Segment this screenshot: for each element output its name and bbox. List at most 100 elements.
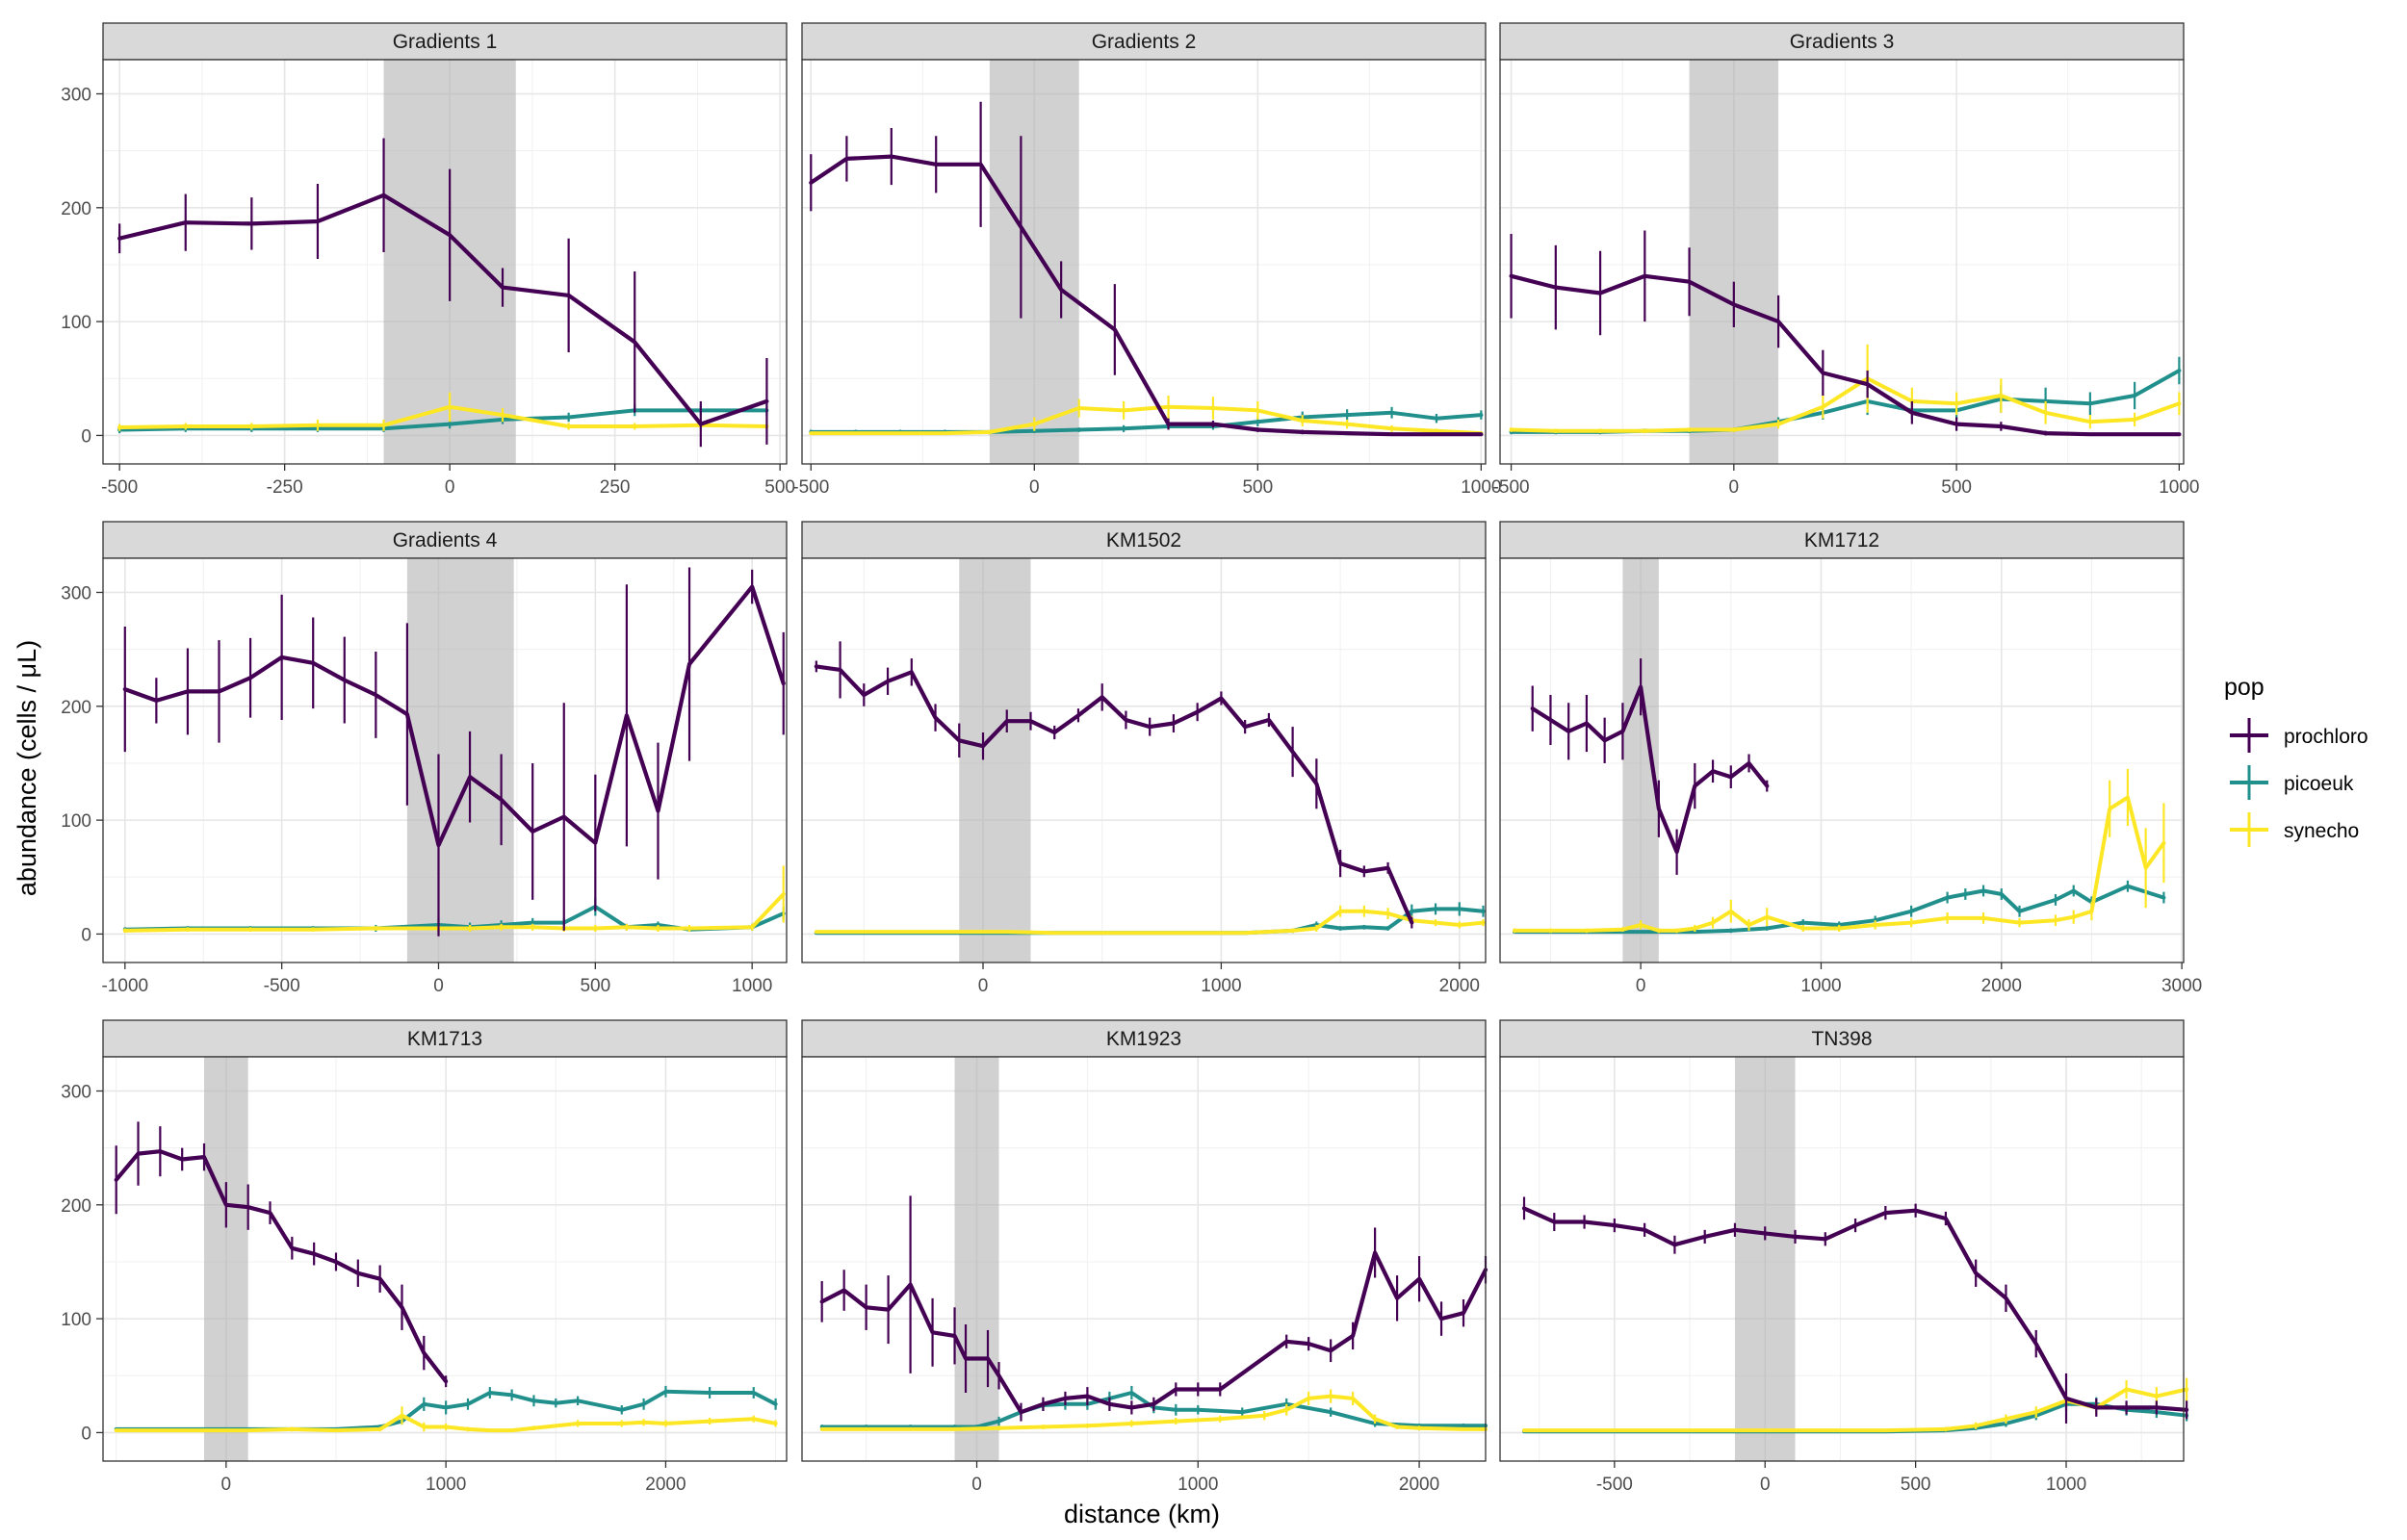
- series-prochloro: [114, 1121, 449, 1388]
- x-tick-label: -250: [267, 477, 303, 498]
- x-tick-label: 500: [764, 477, 795, 498]
- x-tick-label: 0: [433, 976, 444, 996]
- panel-strip: [1499, 521, 2185, 559]
- y-tick-label: 300: [61, 583, 91, 603]
- y-tick-label: 0: [81, 1424, 91, 1444]
- y-axis: 0 100 200 300: [61, 85, 103, 447]
- prochloro-line: [1530, 684, 1770, 855]
- legend-key-picoeuk: picoeuk: [2230, 765, 2354, 800]
- front-band: [954, 1057, 999, 1461]
- minor-gridlines: [802, 60, 1486, 464]
- y-axis: 0 100 200 300: [61, 583, 103, 945]
- x-axis: 0 1000 2000 3000: [1636, 962, 2202, 996]
- front-band: [204, 1057, 248, 1461]
- prochloro-line: [814, 664, 1414, 925]
- x-tick-label: -1000: [101, 976, 148, 996]
- panel-background: [802, 558, 1486, 962]
- panel-border: [102, 59, 788, 465]
- y-tick-label: 100: [61, 1310, 91, 1330]
- synecho-line: [809, 404, 1484, 436]
- x-axis: -500 0 500 1000: [1596, 1461, 2086, 1495]
- x-tick-label: 0: [1760, 1475, 1771, 1495]
- legend-key-prochloro: prochloro: [2230, 718, 2368, 753]
- x-axis: 0 1000 2000: [971, 1461, 1439, 1495]
- x-tick-label: 1000: [732, 976, 772, 996]
- panel-title: KM1502: [1106, 529, 1181, 552]
- synecho-line: [1509, 376, 2182, 433]
- x-tick-label: -500: [792, 477, 829, 498]
- series-prochloro: [1509, 230, 2182, 437]
- synecho-line: [819, 1394, 1488, 1431]
- panel-km1713: KM1713 0 1000 2000 0 100 200 300: [61, 1019, 788, 1495]
- x-tick-label: -500: [264, 976, 300, 996]
- prochloro-line: [1509, 273, 2182, 437]
- y-tick-label: 200: [61, 698, 91, 718]
- legend: pop prochloro picoeuk synecho: [2224, 674, 2368, 847]
- panel-background: [802, 60, 1486, 464]
- y-tick-label: 300: [61, 85, 91, 105]
- panel-border: [801, 1056, 1487, 1462]
- series-prochloro: [122, 567, 786, 937]
- x-tick-label: 1000: [1461, 477, 1501, 498]
- panel-title: KM1923: [1106, 1028, 1181, 1050]
- legend-label: synecho: [2284, 820, 2359, 842]
- picoeuk-line: [819, 1391, 1488, 1429]
- x-tick-label: 0: [221, 1475, 232, 1495]
- y-tick-label: 0: [81, 426, 91, 447]
- x-axis-title: distance (km): [1064, 1500, 1220, 1528]
- x-tick-label: 2000: [1981, 976, 2022, 996]
- panel-km1923: KM1923 0 1000 2000: [801, 1019, 1488, 1495]
- x-tick-label: 0: [1729, 477, 1740, 498]
- x-axis: -1000 -500 0 500 1000: [101, 962, 772, 996]
- x-axis: -500 -250 0 250 500: [101, 464, 795, 498]
- minor-gridlines: [802, 558, 1486, 962]
- series-prochloro: [1521, 1196, 2189, 1424]
- panel-title: KM1712: [1804, 529, 1879, 552]
- x-axis: 0 1000 2000: [221, 1461, 686, 1495]
- panel-title: Gradients 3: [1790, 31, 1895, 53]
- series-prochloro: [1530, 658, 1770, 875]
- panel-background: [1500, 1057, 2184, 1461]
- x-tick-label: 1000: [2159, 477, 2199, 498]
- y-tick-label: 200: [61, 199, 91, 219]
- panel-title: KM1713: [407, 1028, 482, 1050]
- x-tick-label: 0: [978, 976, 989, 996]
- panel-border: [1499, 557, 2185, 963]
- prochloro-line: [819, 1250, 1488, 1415]
- panel-border: [801, 557, 1487, 963]
- x-tick-label: 1000: [1800, 976, 1841, 996]
- x-axis: -500 0 500 1000: [1493, 464, 2200, 498]
- panel-title: Gradients 1: [393, 31, 498, 53]
- x-tick-label: 500: [580, 976, 610, 996]
- synecho-line: [122, 892, 786, 933]
- panel-border: [102, 1056, 788, 1462]
- y-tick-label: 100: [61, 811, 91, 832]
- panel-title: Gradients 2: [1092, 31, 1197, 53]
- x-axis: -500 0 500 1000: [792, 464, 1502, 498]
- x-tick-label: 500: [1901, 1475, 1931, 1495]
- synecho-line: [1522, 1387, 2189, 1433]
- x-tick-label: 2000: [1399, 1475, 1439, 1495]
- panel-title: TN398: [1811, 1028, 1872, 1050]
- y-tick-label: 300: [61, 1082, 91, 1102]
- y-tick-label: 0: [81, 925, 91, 945]
- series-synecho: [819, 1389, 1488, 1431]
- front-band: [1689, 60, 1779, 464]
- synecho-line: [1513, 795, 2166, 933]
- panel-border: [102, 557, 788, 963]
- x-tick-label: 250: [600, 477, 631, 498]
- y-tick-label: 200: [61, 1196, 91, 1217]
- x-tick-label: 0: [1029, 477, 1040, 498]
- x-tick-label: 500: [1941, 477, 1972, 498]
- prochloro-line: [809, 154, 1484, 437]
- series-prochloro: [819, 1195, 1488, 1422]
- legend-keys: prochloro picoeuk synecho: [2230, 718, 2368, 847]
- panel-border: [1499, 1056, 2185, 1462]
- x-tick-label: -500: [101, 477, 138, 498]
- panels-layer: Gradients 1 -500 -250 0 250 500 0 100 200 300 Grad…: [61, 22, 2202, 1495]
- front-band: [1734, 1057, 1796, 1461]
- x-tick-label: 0: [971, 1475, 982, 1495]
- panel-strip: [801, 521, 1487, 559]
- x-tick-label: 0: [445, 477, 455, 498]
